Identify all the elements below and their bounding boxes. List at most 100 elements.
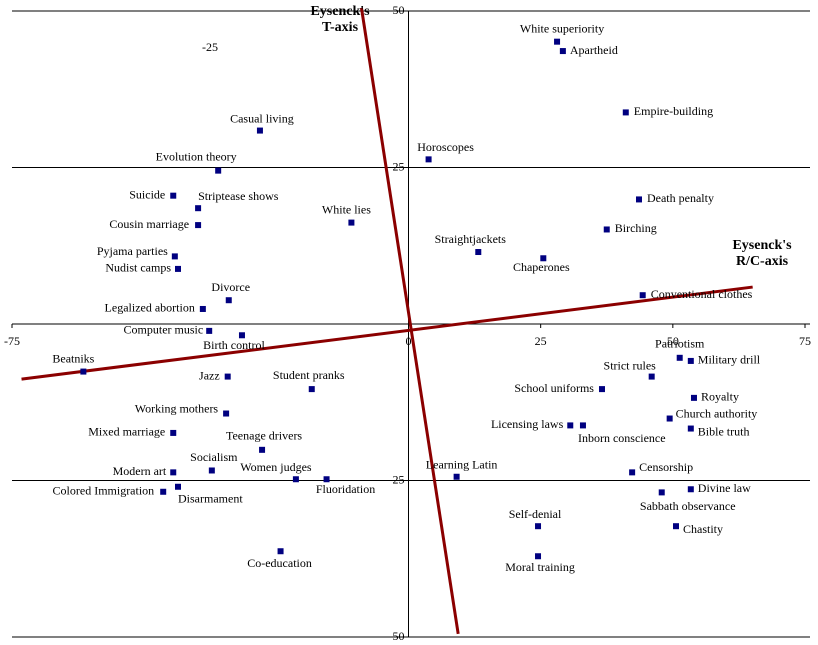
point-label: Cousin marriage: [109, 217, 189, 231]
point: [425, 156, 432, 163]
y-tick-label: 25: [393, 159, 405, 173]
point: [175, 483, 182, 490]
point: [171, 253, 178, 260]
point: [635, 196, 642, 203]
point-label: Nudist camps: [105, 261, 171, 275]
point: [170, 469, 177, 476]
point-label: Jazz: [199, 368, 220, 382]
point: [208, 467, 215, 474]
eysenck-axis-label: Eysenck's: [310, 4, 370, 19]
point: [475, 249, 482, 256]
point-label: Straightjackets: [435, 232, 507, 246]
point: [225, 297, 232, 304]
point-label: Chaperones: [513, 260, 570, 274]
point: [453, 473, 460, 480]
point: [256, 127, 263, 134]
point: [540, 255, 547, 262]
point-label: Pyjama parties: [97, 244, 168, 258]
point: [259, 446, 266, 453]
point-label: Modern art: [113, 464, 167, 478]
point: [195, 222, 202, 229]
y-tick-label: -25: [389, 472, 405, 486]
y-tick-label: 50: [393, 3, 405, 17]
point-label: Learning Latin: [426, 457, 498, 471]
point: [323, 476, 330, 483]
point: [603, 226, 610, 233]
point: [673, 523, 680, 530]
point-label: White superiority: [520, 21, 604, 35]
point: [666, 415, 673, 422]
point-label: Working mothers: [135, 401, 219, 415]
point-label: Strict rules: [604, 358, 657, 372]
point: [80, 368, 87, 375]
eysenck-axis-line: [359, 7, 460, 635]
point: [170, 429, 177, 436]
point-label: Birching: [615, 221, 657, 235]
point-label: Teenage drivers: [226, 429, 302, 443]
point: [690, 394, 697, 401]
point-label: Casual living: [230, 111, 294, 125]
point: [639, 292, 646, 299]
annotation: -25: [202, 40, 218, 54]
point: [535, 523, 542, 530]
point: [559, 48, 566, 55]
point-label: Mixed marriage: [88, 425, 165, 439]
point-label: Censorship: [639, 460, 693, 474]
point: [308, 386, 315, 393]
eysenck-axis-label: Eysenck's: [732, 238, 792, 253]
x-tick-label: -75: [4, 334, 20, 348]
point-label: White lies: [322, 202, 371, 216]
point-label: Socialism: [190, 450, 238, 464]
point-label: Royalty: [701, 390, 739, 404]
point-label: Death penalty: [647, 191, 714, 205]
point: [206, 327, 213, 334]
point: [199, 305, 206, 312]
x-tick-label: 75: [799, 334, 811, 348]
point: [622, 109, 629, 116]
point: [687, 425, 694, 432]
point: [195, 205, 202, 212]
point-label: Conventional clothes: [651, 287, 753, 301]
point-label: Beatniks: [52, 351, 94, 365]
point-label: Church authority: [676, 406, 758, 420]
point-label: Women judges: [240, 460, 312, 474]
point-label: Fluoridation: [316, 482, 375, 496]
point-label: Legalized abortion: [105, 301, 195, 315]
point-label: Computer music: [124, 323, 204, 337]
x-tick-label: 0: [406, 334, 412, 348]
x-tick-label: 50: [667, 334, 679, 348]
point-label: Empire-building: [634, 104, 713, 118]
point: [554, 38, 561, 45]
point-label: Striptease shows: [198, 189, 279, 203]
point-label: Divine law: [698, 481, 751, 495]
point-label: Sabbath observance: [640, 499, 736, 513]
point-label: Birth control: [203, 338, 265, 352]
point: [687, 486, 694, 493]
point: [215, 167, 222, 174]
point: [687, 357, 694, 364]
point: [224, 373, 231, 380]
point-label: Bible truth: [698, 424, 750, 438]
point-label: Horoscopes: [417, 140, 474, 154]
point: [277, 548, 284, 555]
eysenck-axis-line: [21, 285, 753, 381]
point: [238, 332, 245, 339]
point: [160, 488, 167, 495]
point: [629, 469, 636, 476]
point: [292, 476, 299, 483]
point-label: Divorce: [211, 280, 250, 294]
point-label: Self-denial: [509, 507, 562, 521]
point: [535, 553, 542, 560]
point: [175, 265, 182, 272]
point-label: Moral training: [505, 560, 575, 574]
eysenck-axis-label: R/C-axis: [736, 254, 789, 269]
point: [170, 192, 177, 199]
point-label: Student pranks: [273, 368, 345, 382]
point-label: Colored Immigration: [53, 484, 155, 498]
point: [676, 354, 683, 361]
point: [579, 422, 586, 429]
point-label: School uniforms: [514, 381, 594, 395]
point: [348, 219, 355, 226]
point-label: Military drill: [698, 353, 761, 367]
